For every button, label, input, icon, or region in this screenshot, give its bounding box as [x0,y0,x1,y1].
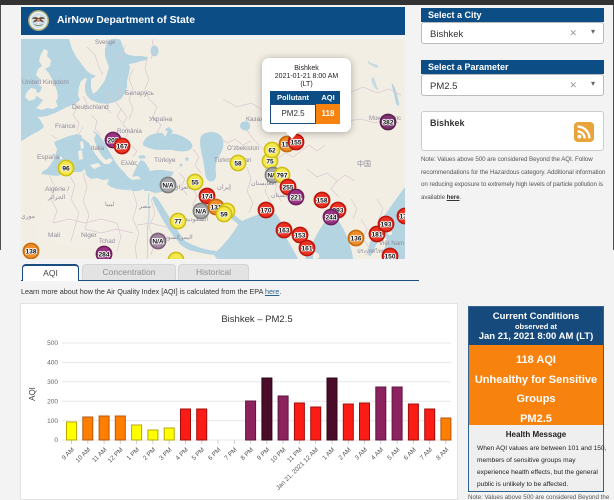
svg-text:300: 300 [47,379,58,386]
svg-text:Ελλάς: Ελλάς [121,160,137,167]
svg-text:1 PM: 1 PM [126,446,142,462]
svg-text:10 AM: 10 AM [74,446,92,464]
svg-text:N/A: N/A [267,172,279,179]
svg-text:59: 59 [220,211,228,218]
svg-text:181: 181 [371,231,382,238]
svg-text:193: 193 [380,221,391,228]
svg-text:77: 77 [174,218,182,225]
svg-text:255: 255 [282,184,293,191]
svg-text:170: 170 [260,207,271,214]
svg-text:3 PM: 3 PM [158,446,174,462]
svg-text:118: 118 [282,141,293,148]
svg-text:158: 158 [316,197,327,204]
svg-text:4 AM: 4 AM [370,446,385,461]
svg-text:Sverige: Sverige [95,40,116,46]
svg-text:Italia: Italia [91,145,105,152]
svg-text:138: 138 [25,248,36,255]
svg-text:France: France [55,123,76,130]
svg-text:Deutschland: Deutschland [72,104,109,111]
svg-text:Україна: Україна [149,116,173,123]
svg-text:153: 153 [294,232,305,239]
svg-text:0: 0 [54,437,58,444]
svg-text:AQI: AQI [28,387,37,401]
svg-text:208: 208 [107,137,118,144]
svg-text:200: 200 [47,398,58,405]
svg-text:România: România [117,128,142,135]
svg-text:الجزائر: الجزائر [47,194,66,201]
svg-text:8 AM: 8 AM [435,446,450,461]
svg-text:España: España [37,154,60,161]
svg-text:اليمن: اليمن [179,234,193,241]
svg-text:100: 100 [47,418,58,425]
svg-text:3 AM: 3 AM [354,446,369,461]
svg-text:Algérie /: Algérie / [45,186,69,193]
svg-text:2 AM: 2 AM [337,446,352,461]
svg-text:中国: 中国 [357,159,371,168]
svg-text:5 AM: 5 AM [386,446,401,461]
svg-text:موري: موري [21,214,35,220]
svg-text:العراق: العراق [174,184,191,191]
svg-text:ليبيا: ليبيا [105,201,114,208]
svg-text:4 PM: 4 PM [174,446,190,462]
svg-text:Việt Nam: Việt Nam [379,240,404,247]
svg-text:293: 293 [332,207,343,214]
svg-text:167: 167 [116,143,127,150]
svg-text:161: 161 [301,245,312,252]
svg-text:7 PM: 7 PM [223,446,239,462]
svg-text:75: 75 [266,158,274,165]
svg-text:إيران: إيران [217,183,231,191]
svg-text:السعودية: السعودية [185,216,208,223]
svg-text:7 AM: 7 AM [419,446,434,461]
svg-text:Türkiye: Türkiye [154,157,176,164]
svg-text:133: 133 [399,213,405,220]
svg-text:Казахстан: Казахстан [246,116,277,123]
svg-text:6 PM: 6 PM [207,446,223,462]
svg-text:174: 174 [201,193,212,200]
svg-text:221: 221 [290,194,301,201]
svg-text:284: 284 [98,251,109,258]
svg-text:8 PM: 8 PM [240,446,256,462]
svg-text:96: 96 [62,165,70,172]
svg-text:Tchad: Tchad [99,239,115,245]
svg-text:62: 62 [268,147,276,154]
svg-text:Niger: Niger [81,232,98,239]
svg-text:155: 155 [290,139,301,146]
svg-text:6 AM: 6 AM [403,446,418,461]
svg-text:500: 500 [47,340,58,347]
svg-text:Oʼzbekiston: Oʼzbekiston [227,145,260,152]
svg-text:797: 797 [276,172,287,179]
svg-text:مصر: مصر [138,203,151,210]
svg-text:150: 150 [384,253,395,259]
svg-text:136: 136 [350,235,361,242]
svg-text:N/A: N/A [195,208,207,215]
svg-text:2 PM: 2 PM [142,446,158,462]
svg-text:382: 382 [382,119,393,126]
svg-text:Bishkek – PM2.5: Bishkek – PM2.5 [221,314,292,325]
svg-text:United Kingdom: United Kingdom [22,79,69,86]
svg-text:5 PM: 5 PM [191,446,207,462]
svg-text:پاکستان: پاکستان [271,192,292,199]
svg-text:131: 131 [210,204,221,211]
svg-text:244: 244 [325,214,336,221]
svg-text:55: 55 [191,179,199,186]
svg-text:افغانستان: افغانستان [251,180,276,187]
svg-text:12 PM: 12 PM [107,446,125,464]
svg-text:Беларусь: Беларусь [125,90,154,97]
svg-text:N/A: N/A [152,238,164,245]
svg-text:N/A: N/A [162,182,174,189]
svg-text:Mali: Mali [48,232,61,239]
svg-text:11 AM: 11 AM [91,446,108,463]
svg-text:58: 58 [234,160,242,167]
svg-text:1 AM: 1 AM [321,446,336,461]
svg-text:400: 400 [47,360,58,367]
svg-text:ประเทศไทย: ประเทศไทย [357,248,385,255]
svg-text:163: 163 [278,227,289,234]
svg-text:السودان: السودان [159,234,180,241]
svg-text:10 PM: 10 PM [269,446,287,464]
